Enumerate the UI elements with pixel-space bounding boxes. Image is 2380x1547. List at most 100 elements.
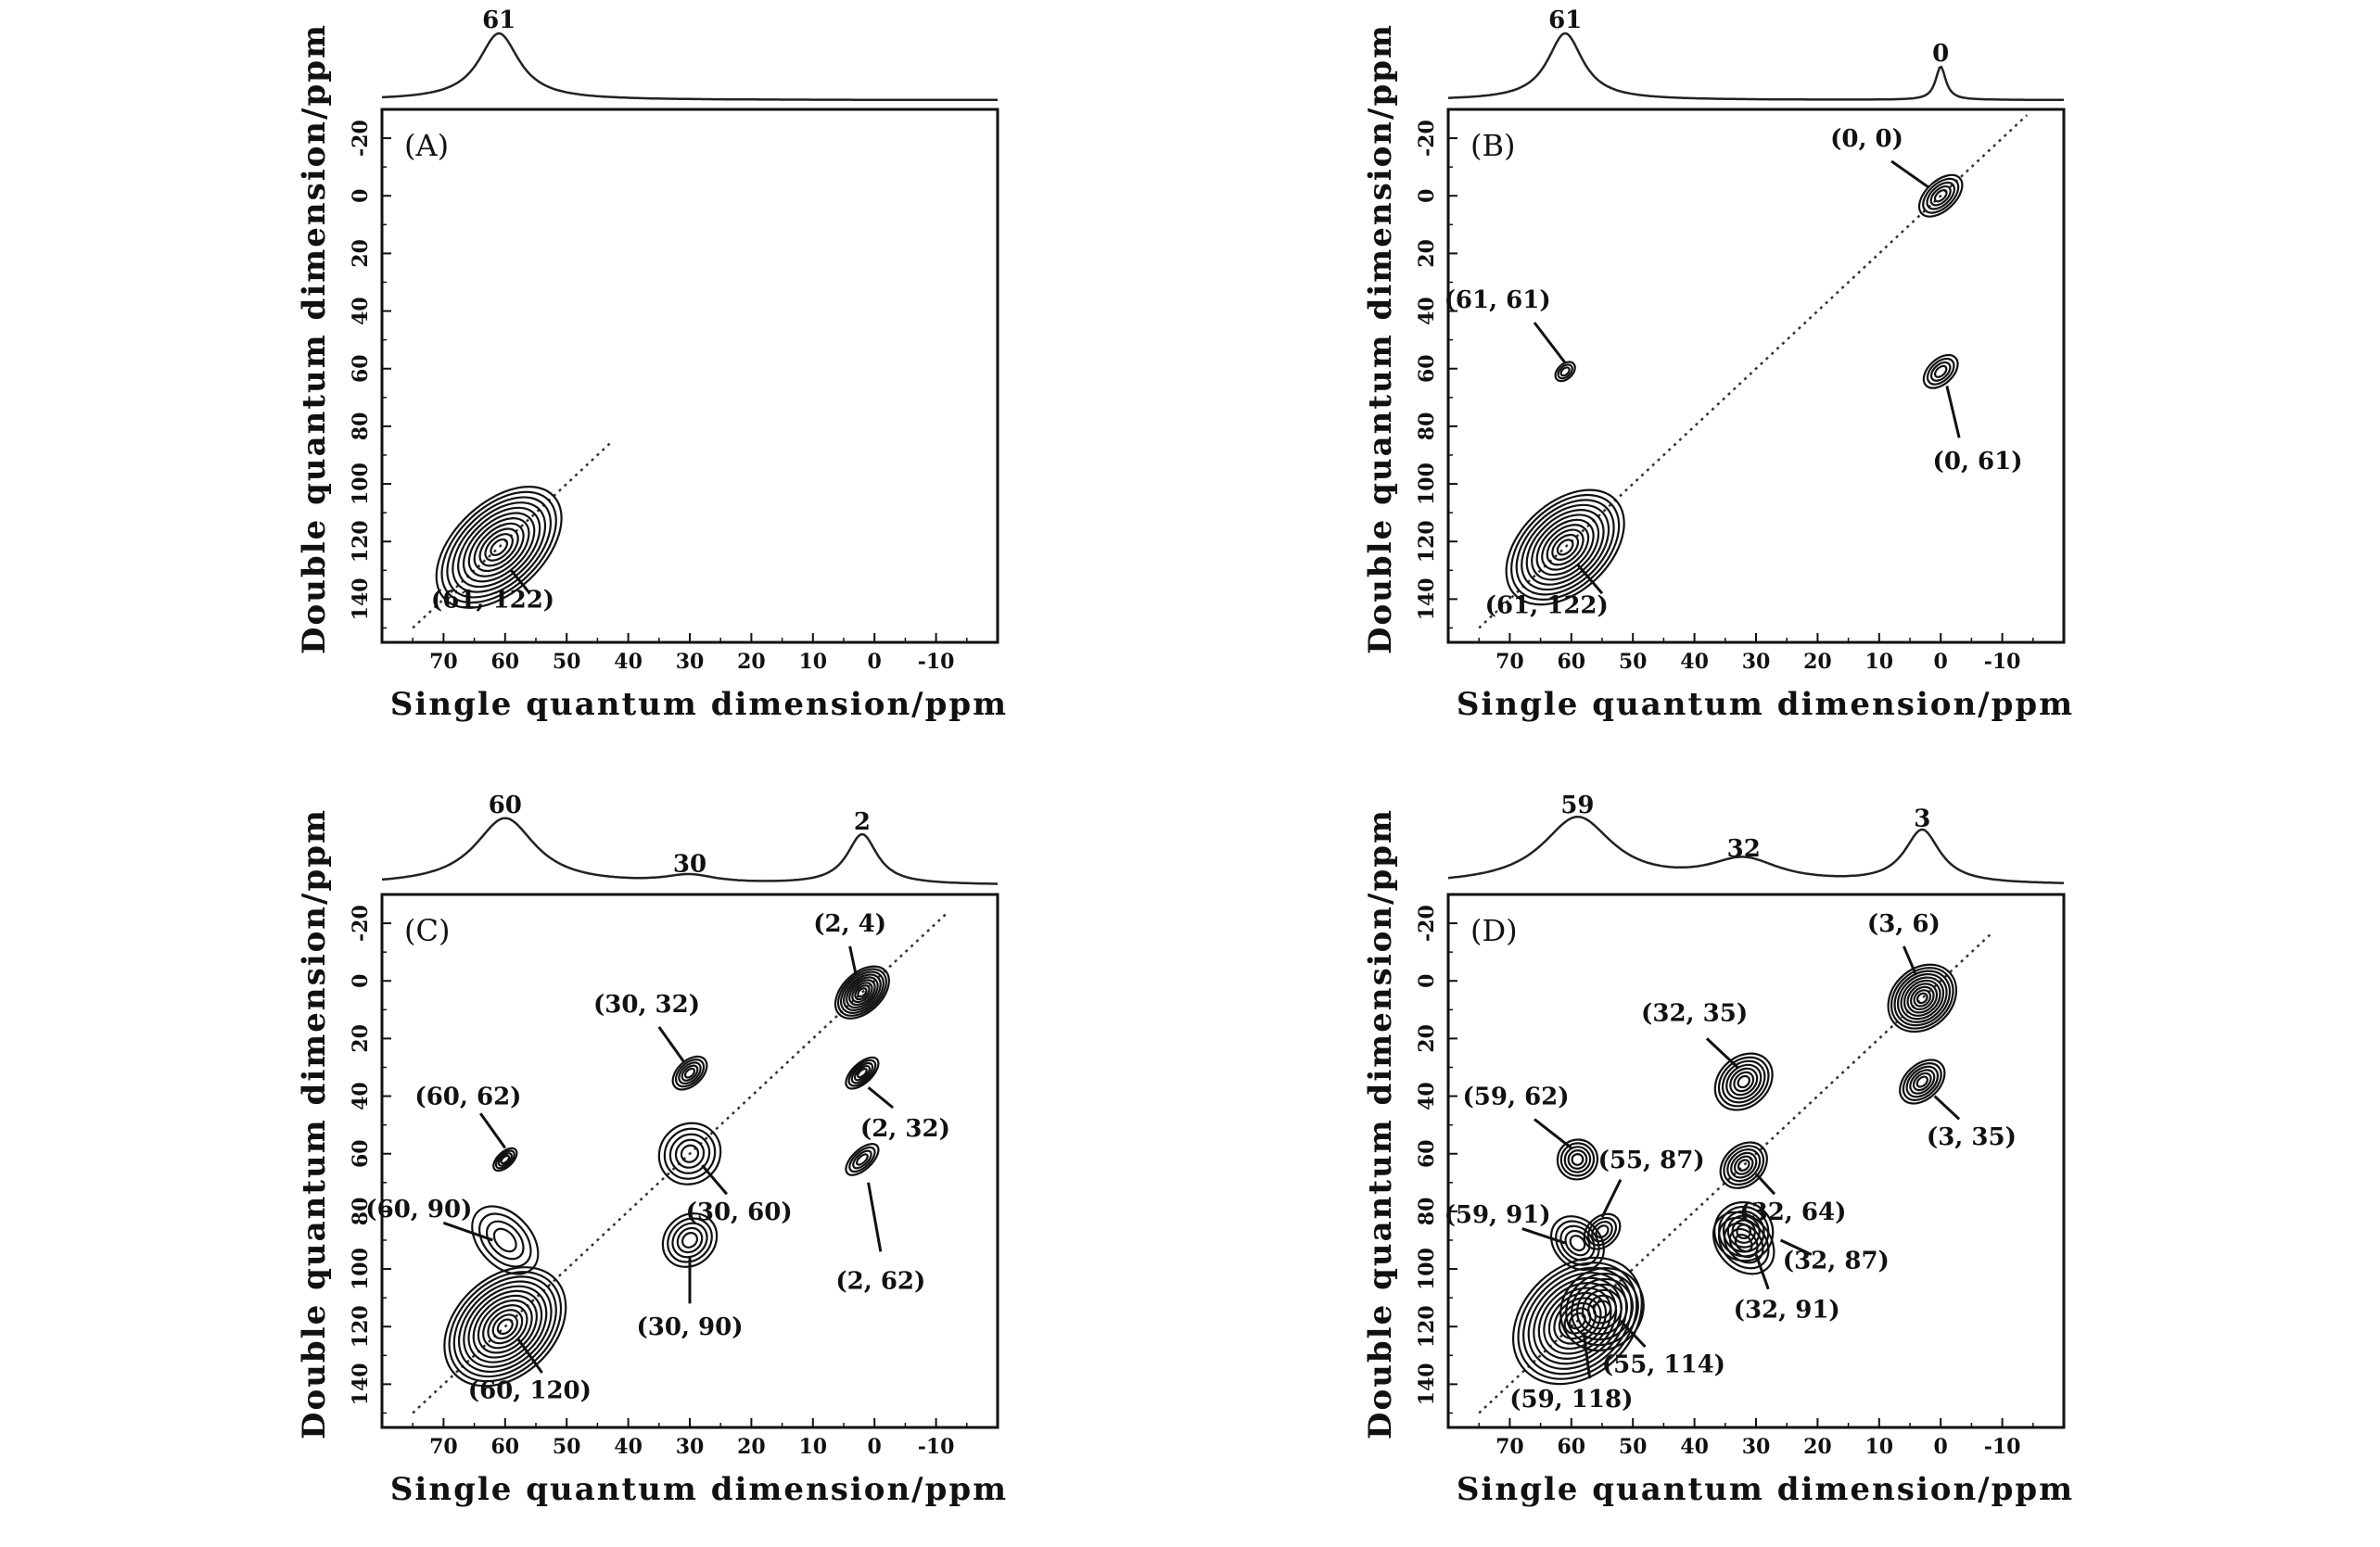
contour-ring (1571, 1277, 1634, 1341)
projection-peak-label: 59 (1560, 792, 1594, 819)
contour-ring (1912, 1071, 1932, 1092)
correlation-peak: (32, 91) (1712, 1211, 1840, 1325)
contour-ring (1913, 989, 1932, 1008)
correlation-peak: (30, 32) (593, 991, 708, 1091)
y-tick-label: 120 (349, 1305, 373, 1348)
contour-ring (496, 1318, 514, 1336)
y-tick-label: 100 (1415, 463, 1439, 505)
x-tick-label: -10 (918, 650, 955, 674)
contour-ring (1521, 503, 1610, 591)
contour-ring (1899, 1059, 1946, 1105)
contour-ring (1728, 1227, 1759, 1259)
contour-ring (457, 1280, 553, 1374)
correlation-peak: (59, 62) (1463, 1084, 1599, 1181)
correlation-peak: (60, 120) (443, 1266, 592, 1405)
x-axis-title: Single quantum dimension/ppm (1457, 686, 2074, 723)
x-tick-label: 50 (553, 650, 581, 674)
contour-ring (1729, 1067, 1759, 1097)
contour-ring (487, 1309, 524, 1345)
contour-ring (1559, 1267, 1645, 1352)
contour-ring (1569, 1235, 1586, 1252)
contour-ring (848, 1146, 876, 1173)
correlation-peak: (30, 60) (657, 1122, 793, 1226)
contour-ring (440, 490, 557, 604)
correlation-peak: (60, 62) (414, 1084, 521, 1173)
y-tick-label: 140 (1415, 577, 1439, 620)
contour-ring (1896, 972, 1948, 1023)
contour-ring (1733, 1071, 1755, 1093)
contour-ring (1725, 1063, 1763, 1100)
projection-peak-label: 32 (1727, 835, 1761, 863)
contour-ring (492, 1147, 518, 1173)
contour-ring (1893, 970, 1952, 1027)
correlation-label: (32, 87) (1783, 1248, 1890, 1275)
contour-ring (1517, 1262, 1638, 1380)
x-tick-label: 60 (490, 650, 519, 674)
y-tick-label: 20 (349, 1024, 373, 1053)
contour-ring (1915, 1075, 1928, 1088)
x-tick-label: 0 (1934, 650, 1948, 674)
y-axis-title: Double quantum dimension/ppm (296, 808, 333, 1439)
x-tick-label: 10 (798, 1435, 827, 1459)
y-tick-label: 80 (349, 412, 373, 441)
contour-ring (681, 1064, 699, 1082)
contour-ring (1515, 499, 1615, 596)
contour-ring (473, 522, 525, 573)
x-tick-label: 70 (1495, 650, 1524, 674)
y-tick-label: 60 (1415, 354, 1439, 383)
contour-ring (1900, 976, 1945, 1021)
y-tick-label: 40 (1415, 297, 1439, 325)
projection-peak-label: 0 (1932, 40, 1949, 68)
contour-ring (1559, 1224, 1596, 1262)
diagonal-line (1478, 933, 1992, 1414)
projection-peak-label: 61 (1548, 6, 1582, 34)
leader-line (1754, 1254, 1770, 1290)
contour-ring (1556, 1138, 1599, 1181)
y-tick-label: 120 (1415, 520, 1439, 563)
correlation-peak: (2, 4) (813, 910, 890, 1020)
x-tick-label: 20 (1803, 1435, 1832, 1459)
contour-ring (676, 1226, 704, 1254)
y-tick-label: 140 (1415, 1363, 1439, 1405)
contour-ring (848, 979, 876, 1007)
correlation-peak: (3, 6) (1867, 910, 1958, 1033)
contour-ring (457, 506, 541, 589)
contour-ring (494, 1149, 515, 1170)
y-tick-label: 100 (349, 1248, 373, 1290)
contour-ring (674, 1059, 706, 1088)
x-tick-label: 40 (614, 1435, 643, 1459)
contour-ring (1595, 1224, 1610, 1239)
contour-ring (1933, 364, 1948, 378)
contour-ring (855, 1153, 869, 1166)
correlation-peak: (61, 122) (1485, 488, 1625, 620)
correlation-label: (60, 90) (365, 1196, 472, 1224)
contour-ring (1917, 173, 1964, 218)
leader-line (1533, 322, 1567, 364)
correlation-label: (55, 87) (1598, 1147, 1705, 1174)
contour-ring (853, 1064, 871, 1082)
leader-line (1619, 1319, 1647, 1349)
correlation-label: (59, 118) (1509, 1386, 1633, 1414)
contour-ring (1906, 983, 1939, 1014)
x-tick-label: 70 (1495, 1435, 1524, 1459)
contour-ring (1555, 1220, 1600, 1266)
projection-peak-label: 2 (854, 808, 871, 836)
contour-ring (1505, 488, 1625, 606)
leader-line (1521, 1227, 1566, 1245)
correlation-label: (2, 4) (813, 910, 886, 938)
contour-ring (678, 1061, 702, 1085)
contour-ring (1719, 1141, 1768, 1189)
correlation-peak: (55, 87) (1583, 1147, 1705, 1250)
contour-ring (847, 1059, 877, 1087)
contour-ring (857, 987, 868, 998)
contour-ring (1734, 1233, 1753, 1253)
projection-peak-label: 60 (489, 792, 522, 819)
contour-ring (683, 1067, 696, 1079)
y-tick-label: 20 (1415, 1024, 1439, 1053)
x-tick-label: 10 (1865, 1435, 1893, 1459)
contour-ring (484, 533, 514, 562)
plot-frame (1446, 108, 2066, 644)
